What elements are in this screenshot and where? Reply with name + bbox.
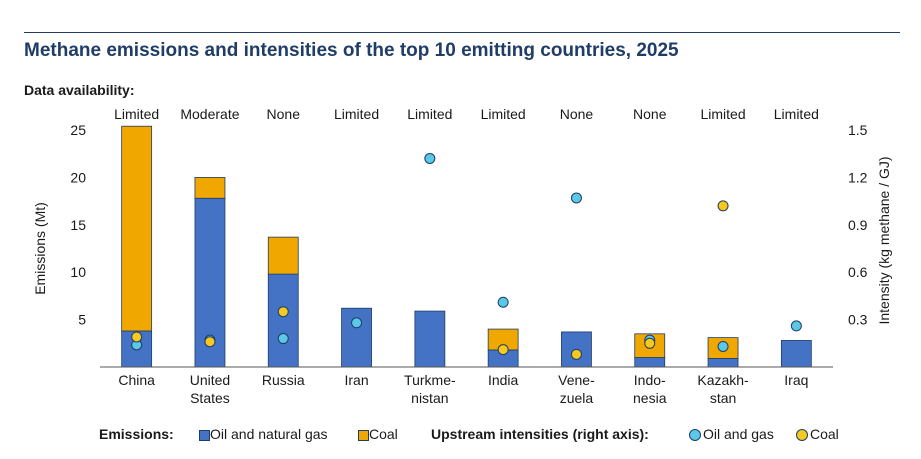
availability-value: Moderate	[180, 106, 239, 122]
availability-label: Data availability:	[24, 82, 135, 98]
y2-tick-label: 0.6	[848, 264, 868, 280]
bar-oil-gas	[267, 273, 299, 368]
dot-oil-gas-intensity	[570, 192, 582, 204]
x-tick-label: China	[118, 372, 155, 388]
dot-coal-intensity	[497, 344, 509, 356]
x-tick-label: zuela	[560, 390, 594, 406]
y-tick-label: 5	[78, 312, 86, 328]
availability-value: Limited	[334, 106, 379, 122]
dot-oil-gas-intensity	[277, 333, 289, 345]
y-tick-label: 20	[70, 169, 86, 185]
legend-coal-label: Coal	[369, 426, 398, 442]
y2-tick-label: 1.2	[848, 169, 868, 185]
legend-coal-dot-label: Coal	[810, 426, 839, 442]
dot-coal-intensity	[131, 331, 143, 343]
y2-tick-label: 0.3	[848, 312, 868, 328]
x-tick-label: stan	[710, 390, 736, 406]
legend-emissions-heading: Emissions:	[99, 426, 174, 442]
y-tick-label: 25	[70, 122, 86, 138]
legend: Emissions: Oil and natural gas Coal Upst…	[0, 424, 921, 446]
x-tick-label: United	[190, 372, 230, 388]
dot-oil-gas-intensity	[790, 320, 802, 332]
legend-oil-gas-label: Oil and natural gas	[210, 426, 328, 442]
y2-tick-label: 1.5	[848, 122, 868, 138]
chart-title: Methane emissions and intensities of the…	[24, 40, 679, 61]
bar-oil-gas	[780, 340, 812, 368]
bar-oil-gas	[707, 358, 739, 368]
dot-coal-intensity	[204, 336, 216, 348]
x-tick-label: India	[488, 372, 519, 388]
bar-coal	[194, 176, 226, 199]
legend-oil-gas-swatch	[199, 430, 210, 441]
legend-intensity-heading: Upstream intensities (right axis):	[431, 426, 649, 442]
legend-oil-gas-dot-label: Oil and gas	[703, 426, 774, 442]
x-tick-label: Vene-	[558, 372, 595, 388]
bar-oil-gas	[414, 310, 446, 368]
x-tick-label: States	[190, 390, 230, 406]
y2-axis-title: Intensity (kg methane / GJ)	[876, 156, 892, 324]
y-tick-label: 15	[70, 217, 86, 233]
dot-oil-gas-intensity	[717, 340, 729, 352]
x-tick-label: Indo-	[634, 372, 666, 388]
x-tick-label: Iran	[344, 372, 368, 388]
x-tick-label: Kazakh-	[697, 372, 749, 388]
y2-tick-label: 0.9	[848, 217, 868, 233]
dot-coal-intensity	[717, 200, 729, 212]
bar-coal	[121, 125, 153, 332]
legend-oil-gas-dot	[689, 429, 701, 441]
dot-coal-intensity	[277, 306, 289, 318]
availability-value: Limited	[407, 106, 452, 122]
methane-chart: 5 10 15 20 25 0.3 0.6 0.9 1.2 1.5 Emissions (Mt) In…	[32, 106, 892, 406]
dot-coal-intensity	[570, 348, 582, 360]
x-tick-label: Turkme-	[404, 372, 456, 388]
y-axis-title: Emissions (Mt)	[32, 202, 48, 295]
x-tick-label: nesia	[633, 390, 667, 406]
dot-oil-gas-intensity	[351, 317, 363, 329]
availability-value: None	[560, 106, 594, 122]
bar-oil-gas	[634, 357, 666, 368]
availability-value: None	[267, 106, 301, 122]
y-tick-label: 10	[70, 264, 86, 280]
availability-value: Limited	[114, 106, 159, 122]
bar-coal	[267, 236, 299, 275]
x-tick-label: Russia	[262, 372, 305, 388]
availability-value: Limited	[481, 106, 526, 122]
legend-coal-swatch	[358, 430, 369, 441]
availability-value: Limited	[774, 106, 819, 122]
legend-coal-dot	[796, 429, 808, 441]
x-tick-label: Iraq	[784, 372, 808, 388]
dot-coal-intensity	[644, 337, 656, 349]
bar-oil-gas	[341, 307, 372, 368]
title-rule	[24, 32, 900, 33]
availability-value: Limited	[700, 106, 745, 122]
availability-value: None	[633, 106, 667, 122]
dot-oil-gas-intensity	[497, 296, 509, 308]
dot-oil-gas-intensity	[424, 152, 436, 164]
x-tick-label: nistan	[411, 390, 448, 406]
